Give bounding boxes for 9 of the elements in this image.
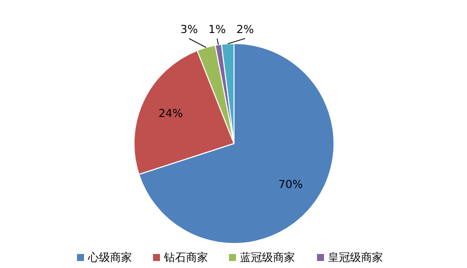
data-label: 70% — [278, 178, 303, 192]
legend-label: 皇冠级商家 — [328, 251, 383, 264]
legend-label: 心级商家 — [87, 251, 132, 264]
data-label: 2% — [236, 23, 254, 36]
data-label: 1% — [208, 23, 226, 36]
data-label: 24% — [158, 107, 183, 120]
legend-label: 钻石商家 — [163, 251, 208, 264]
data-label: 3% — [180, 23, 198, 36]
legend-label: 蓝冠级商家 — [240, 251, 295, 264]
